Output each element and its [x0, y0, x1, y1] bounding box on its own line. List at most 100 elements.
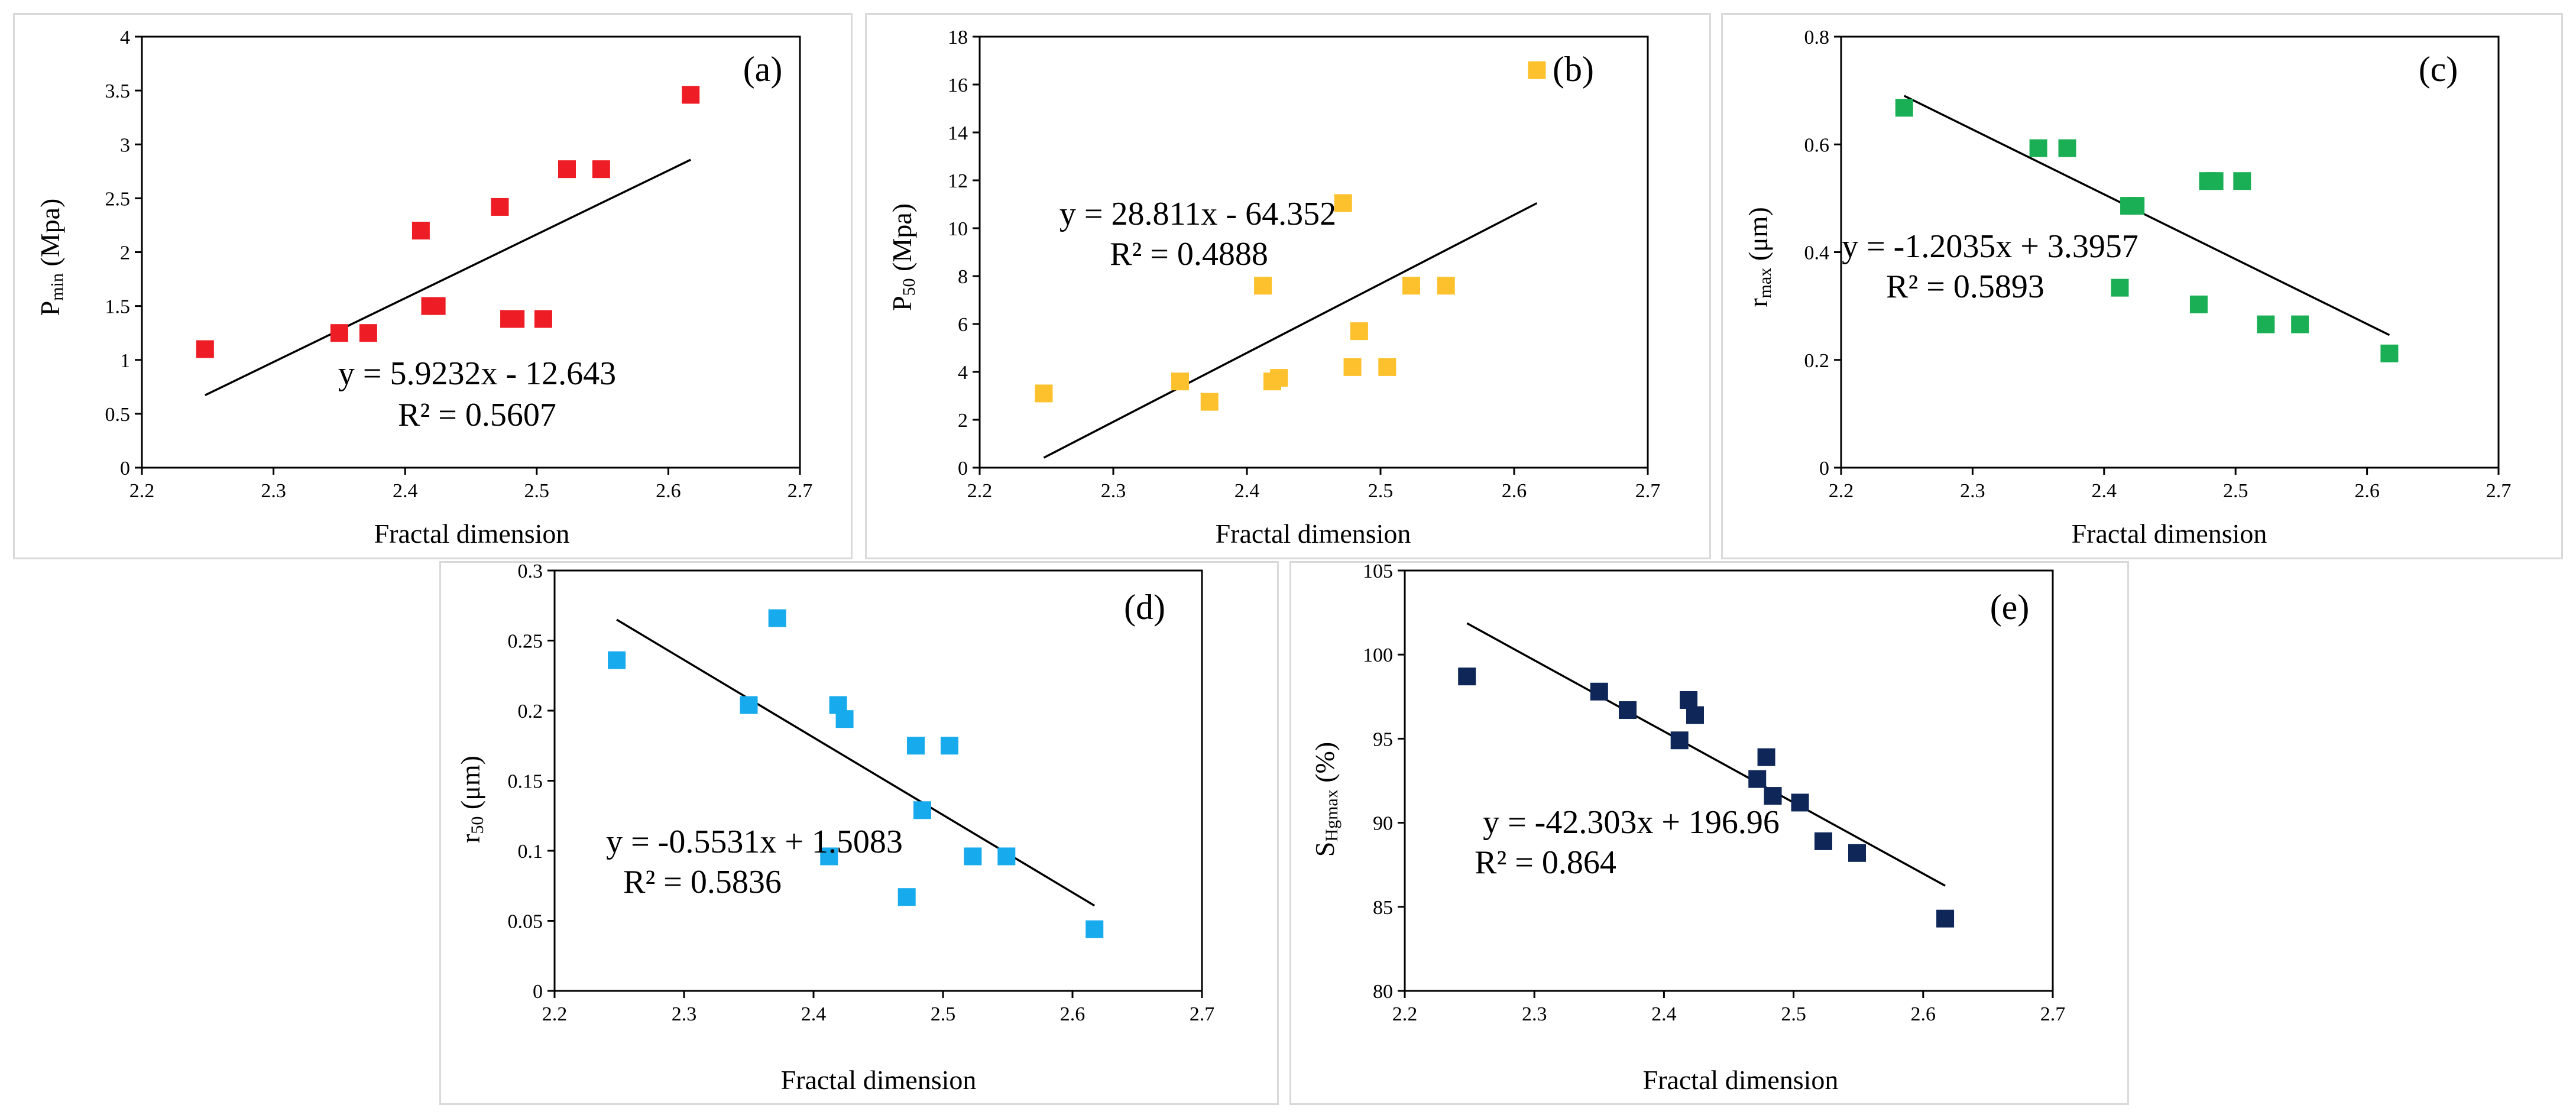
x-tick-label: 2.4: [1651, 1003, 1677, 1025]
x-tick-label: 2.5: [1781, 1003, 1806, 1025]
trendline: [1043, 202, 1538, 459]
x-axis-label-c: Fractal dimension: [2072, 519, 2267, 549]
x-tick-label: 2.6: [2354, 480, 2380, 502]
y-tick-label: 0: [120, 458, 130, 479]
y-axis-label-a: Pmin (Mpa): [35, 199, 67, 316]
x-tick-label: 2.3: [1960, 480, 1985, 502]
r2-a: R² = 0.5607: [398, 397, 556, 433]
panel-label-c: (c): [2419, 50, 2458, 89]
data-point: [2380, 344, 2399, 362]
data-point: [1848, 844, 1867, 862]
data-point: [835, 710, 854, 728]
chart-e-svg: 2.2 2.3 2.4 2.5 2.6 2.7 80 85 90 95 100 105 (e) y =…: [1310, 563, 2065, 1095]
x-tick-label: 2.2: [1392, 1003, 1418, 1025]
data-point: [2111, 278, 2129, 297]
y-tick-label: 0.5: [105, 404, 131, 426]
data-point: [1748, 770, 1767, 788]
x-tick-label: 2.6: [1060, 1003, 1086, 1025]
x-tick-label: 2.6: [1911, 1003, 1936, 1025]
data-point: [1437, 277, 1455, 295]
equation-e: y = -42.303x + 196.96: [1483, 804, 1780, 841]
y-tick-label: 1: [120, 350, 130, 372]
data-point: [907, 737, 925, 755]
chart-b-svg: 2.2 2.3 2.4 2.5 2.6 2.7 0 2 4 6 8 10 12 14 16 18 (b) y …: [887, 27, 1660, 549]
panel-label-a: (a): [743, 50, 783, 89]
y-axis-label-e: SHgmax (%): [1310, 742, 1342, 857]
y-tick-label: 4: [120, 27, 130, 48]
data-point: [1378, 358, 1396, 376]
x-tick-label: 2.4: [393, 480, 418, 502]
y-tick-label: 10: [948, 218, 968, 240]
y-tick-label: 90: [1373, 813, 1393, 835]
plot-frame: [553, 569, 1203, 992]
data-point: [1680, 691, 1698, 709]
y-tick-label: 0.05: [508, 911, 543, 933]
y-tick-label: 3.5: [105, 80, 131, 102]
data-point: [1791, 793, 1809, 812]
chart-a-points: [196, 86, 700, 397]
equation-c: y = -1.2035x + 3.3957: [1842, 228, 2138, 265]
data-point: [1402, 277, 1420, 295]
x-tick-label: 2.5: [524, 480, 550, 502]
chart-d-axes: 2.2 2.3 2.4 2.5 2.6 2.7 0 0.05 0.1 0.15 0.2 0.25 0.3: [508, 563, 1215, 1025]
data-point: [491, 197, 509, 216]
x-tick-label: 2.7: [788, 480, 813, 502]
y-tick-label: 2: [958, 410, 968, 432]
data-point: [2189, 295, 2208, 313]
equation-a: y = 5.9232x - 12.643: [338, 355, 616, 392]
data-point: [1619, 701, 1637, 720]
y-tick-label: 3: [120, 134, 130, 156]
chart-d-svg: 2.2 2.3 2.4 2.5 2.6 2.7 0 0.05 0.1 0.15 0.2 0.25 0.3…: [455, 563, 1215, 1095]
y-axis-label-d: r50 (μm): [455, 756, 487, 843]
chart-c-points: [1895, 95, 2399, 362]
x-tick-label: 2.5: [931, 1003, 956, 1025]
y-tick-label: 0: [533, 981, 543, 1003]
data-point: [507, 310, 525, 328]
panel-label-e: (e): [1990, 588, 2030, 627]
x-tick-label: 2.4: [2092, 480, 2117, 502]
equation-b: y = 28.811x - 64.352: [1059, 196, 1336, 232]
x-tick-label: 2.6: [656, 480, 681, 502]
chart-b-points: [1035, 61, 1546, 459]
data-point: [1458, 667, 1476, 686]
plot-frame: [1404, 569, 2054, 992]
x-tick-label: 2.6: [1502, 480, 1527, 502]
x-tick-label: 2.4: [1234, 480, 1260, 502]
data-point: [964, 847, 982, 866]
y-tick-label: 2.5: [105, 188, 131, 210]
y-tick-label: 0.15: [508, 771, 543, 793]
y-tick-label: 2: [120, 242, 130, 264]
data-point: [1764, 787, 1782, 805]
data-point: [2029, 139, 2047, 157]
x-tick-label: 2.3: [1522, 1003, 1547, 1025]
y-tick-label: 0.3: [518, 563, 543, 582]
x-axis-label-e: Fractal dimension: [1643, 1065, 1839, 1095]
y-tick-label: 100: [1363, 644, 1393, 666]
data-point: [1528, 61, 1546, 79]
y-axis-label-b: P50 (Mpa): [887, 203, 919, 311]
y-tick-label: 6: [958, 314, 968, 336]
data-point: [359, 324, 377, 342]
data-point: [558, 160, 576, 179]
chart-panel-d: 2.2 2.3 2.4 2.5 2.6 2.7 0 0.05 0.1 0.15 0.2 0.25 0.3…: [439, 561, 1279, 1105]
r2-c: R² = 0.5893: [1886, 268, 2044, 305]
y-tick-label: 14: [948, 122, 968, 144]
x-tick-label: 2.2: [1829, 480, 1854, 502]
x-axis-label-a: Fractal dimension: [374, 519, 570, 549]
panel-label-b: (b): [1553, 50, 1594, 89]
x-tick-label: 2.5: [1368, 480, 1394, 502]
y-tick-label: 0.8: [1804, 27, 1830, 48]
data-point: [2205, 172, 2224, 190]
y-tick-label: 16: [948, 74, 968, 96]
trendline: [1903, 95, 2390, 336]
chart-a-svg: 2.2 2.3 2.4 2.5 2.6 2.700.511.522.533.54 (a) …: [35, 27, 813, 549]
chart-panel-b: 2.2 2.3 2.4 2.5 2.6 2.7 0 2 4 6 8 10 12 14 16 18 (b) y …: [865, 13, 1711, 559]
data-point: [1200, 393, 1219, 411]
chart-b-axes: 2.2 2.3 2.4 2.5 2.6 2.7 0 2 4 6 8 10 12 14 16 18: [948, 27, 1660, 502]
data-point: [2127, 197, 2145, 215]
plot-frame: [978, 35, 1649, 469]
data-point: [2291, 315, 2309, 333]
data-point: [768, 609, 786, 627]
data-point: [1254, 277, 1272, 295]
data-point: [1590, 682, 1608, 701]
